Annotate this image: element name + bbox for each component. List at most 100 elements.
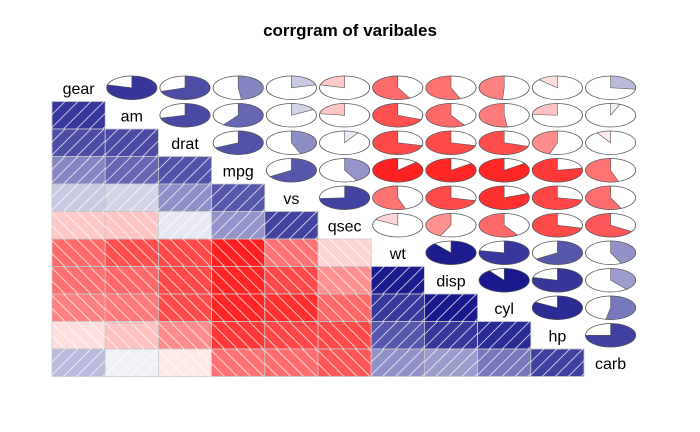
pie-cell-drat-disp — [425, 130, 477, 155]
pie-cell-mpg-carb — [585, 158, 637, 183]
pie-cell-disp-carb — [585, 268, 637, 293]
pie-cell-gear-drat — [159, 75, 211, 100]
shade-cell-disp-am — [104, 266, 159, 295]
pie-cell-wt-carb — [585, 240, 637, 265]
pie-cell-vs-disp — [425, 185, 477, 210]
shade-cell-mpg-am — [104, 156, 159, 185]
pie-cell-am-qsec — [319, 103, 371, 128]
pie-cell-gear-qsec — [319, 75, 371, 100]
shade-cell-cyl-gear — [51, 293, 106, 322]
shade-cell-wt-am — [104, 238, 159, 267]
variable-label-drat: drat — [171, 136, 199, 153]
pie-cell-qsec-wt — [372, 213, 424, 238]
pie-cell-mpg-disp — [425, 158, 477, 183]
shade-cell-cyl-am — [104, 293, 159, 322]
variable-label-carb: carb — [595, 356, 626, 373]
shade-cell-vs-mpg — [211, 183, 266, 212]
pie-cell-wt-cyl — [478, 240, 530, 265]
shade-cell-carb-hp — [530, 348, 585, 377]
shade-cell-disp-wt — [370, 266, 425, 295]
pie-cell-drat-mpg — [212, 130, 264, 155]
pie-cell-disp-hp — [531, 268, 583, 293]
variable-label-mpg: mpg — [223, 163, 254, 180]
shade-cell-wt-gear — [51, 238, 106, 267]
pie-cell-qsec-disp — [425, 213, 477, 238]
pie-cell-cyl-carb — [585, 295, 637, 320]
pie-cell-vs-qsec — [319, 185, 371, 210]
shade-cell-carb-gear — [51, 348, 106, 377]
pie-cell-vs-carb — [585, 185, 637, 210]
shade-cell-disp-vs — [264, 266, 319, 295]
pie-cell-drat-qsec — [319, 130, 371, 155]
shade-cell-cyl-vs — [264, 293, 319, 322]
shade-cell-cyl-mpg — [211, 293, 266, 322]
pie-cell-cyl-hp — [531, 295, 583, 320]
shade-cell-drat-gear — [51, 128, 106, 157]
pie-cell-gear-wt — [372, 75, 424, 100]
pie-cell-gear-carb — [585, 75, 637, 100]
pie-cell-mpg-qsec — [319, 158, 371, 183]
pie-cell-am-hp — [531, 103, 583, 128]
pie-cell-mpg-wt — [372, 158, 424, 183]
pie-cell-am-carb — [585, 103, 637, 128]
pie-cell-qsec-cyl — [478, 213, 530, 238]
pie-cell-am-wt — [372, 103, 424, 128]
shade-cell-wt-mpg — [211, 238, 266, 267]
shade-cell-disp-qsec — [317, 266, 372, 295]
variable-label-cyl: cyl — [494, 301, 514, 318]
shade-cell-cyl-drat — [157, 293, 212, 322]
shade-cell-qsec-gear — [51, 211, 106, 240]
shade-cell-hp-gear — [51, 321, 106, 350]
shade-cell-cyl-qsec — [317, 293, 372, 322]
variable-label-wt: wt — [389, 246, 407, 263]
shade-cell-hp-vs — [264, 321, 319, 350]
pie-cell-drat-cyl — [478, 130, 530, 155]
pie-cell-am-drat — [159, 103, 211, 128]
pie-cell-drat-vs — [265, 130, 317, 155]
shade-cell-vs-drat — [157, 183, 212, 212]
pie-cell-gear-am — [106, 75, 158, 100]
pie-cell-wt-hp — [531, 240, 583, 265]
chart-title: corrgram of varibales — [263, 21, 437, 40]
shade-cell-hp-qsec — [317, 321, 372, 350]
shade-cell-hp-cyl — [477, 321, 532, 350]
pie-cell-am-disp — [425, 103, 477, 128]
pie-cell-gear-disp — [425, 75, 477, 100]
variable-label-vs: vs — [283, 191, 299, 208]
shade-cell-carb-qsec — [317, 348, 372, 377]
shade-cell-qsec-vs — [264, 211, 319, 240]
shade-cell-qsec-drat — [157, 211, 212, 240]
pie-cell-gear-cyl — [478, 75, 530, 100]
pie-cell-disp-cyl — [478, 268, 530, 293]
pie-cell-mpg-vs — [265, 158, 317, 183]
variable-label-disp: disp — [436, 273, 465, 290]
shade-cell-hp-disp — [423, 321, 478, 350]
pie-cell-drat-hp — [531, 130, 583, 155]
pie-cell-gear-hp — [531, 75, 583, 100]
pie-cell-am-mpg — [212, 103, 264, 128]
pie-cell-qsec-carb — [585, 213, 637, 238]
shade-cell-carb-disp — [423, 348, 478, 377]
variable-label-gear: gear — [63, 81, 96, 98]
shade-cell-am-gear — [51, 101, 106, 130]
shade-cell-wt-qsec — [317, 238, 372, 267]
pie-cell-wt-disp — [425, 240, 477, 265]
shade-cell-qsec-am — [104, 211, 159, 240]
shade-cell-hp-mpg — [211, 321, 266, 350]
pie-cell-mpg-cyl — [478, 158, 530, 183]
shade-cell-disp-mpg — [211, 266, 266, 295]
pie-cell-gear-vs — [265, 75, 317, 100]
variable-label-qsec: qsec — [328, 218, 362, 235]
shade-cell-wt-vs — [264, 238, 319, 267]
variable-label-hp: hp — [549, 328, 567, 345]
shade-cell-mpg-drat — [157, 156, 212, 185]
variable-label-am: am — [121, 108, 143, 125]
pie-cell-vs-wt — [372, 185, 424, 210]
pie-cell-hp-carb — [585, 323, 637, 348]
shade-cell-vs-gear — [51, 183, 106, 212]
pie-cell-mpg-hp — [531, 158, 583, 183]
shade-cell-carb-drat — [157, 348, 212, 377]
pie-cell-vs-cyl — [478, 185, 530, 210]
pie-cell-vs-hp — [531, 185, 583, 210]
